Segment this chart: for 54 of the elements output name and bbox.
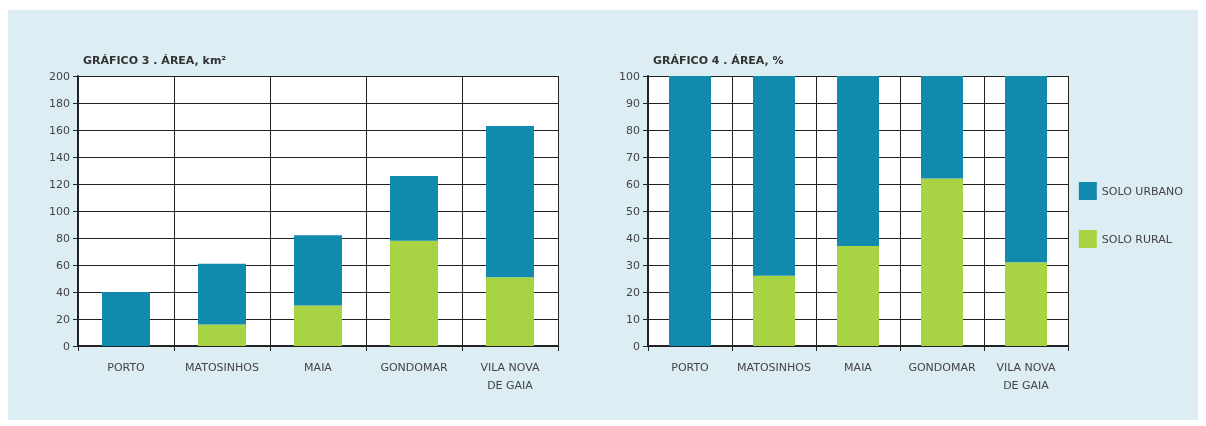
y-tick-label: 160 [49, 123, 70, 137]
bar [102, 292, 150, 346]
y-tick-label: 40 [56, 285, 70, 299]
bar [921, 178, 963, 346]
bar [1005, 262, 1047, 346]
y-tick-label: 70 [626, 150, 640, 164]
y-tick-label: 40 [626, 231, 640, 245]
y-tick-label: 100 [619, 69, 640, 83]
y-tick-label: 120 [49, 177, 70, 191]
chart-title: GRÁFICO 4 . ÁREA, % [653, 54, 784, 67]
y-tick-label: 50 [626, 204, 640, 218]
y-tick-label: 200 [49, 69, 70, 83]
legend-label: SOLO RURAL [1101, 232, 1173, 246]
y-tick-label: 10 [626, 312, 640, 326]
x-tick-label: PORTO [107, 360, 146, 374]
x-tick-label: MATOSINHOS [737, 360, 811, 374]
y-tick-label: 0 [63, 339, 70, 353]
bar [753, 76, 795, 276]
bar [921, 76, 963, 179]
bar [1005, 76, 1047, 263]
bar [753, 275, 795, 346]
y-tick-label: 20 [626, 285, 640, 299]
bar [198, 263, 246, 325]
bar [294, 305, 342, 346]
y-tick-label: 90 [626, 96, 640, 110]
y-tick-label: 80 [56, 231, 70, 245]
y-tick-label: 30 [626, 258, 640, 272]
bar [390, 240, 438, 346]
y-tick-label: 180 [49, 96, 70, 110]
x-tick-label: MAIA [844, 360, 873, 374]
x-tick-label: VILA NOVA DE GAIA [996, 360, 1057, 392]
chart-title: GRÁFICO 3 . ÁREA, km² [83, 54, 227, 67]
bar [669, 76, 711, 346]
x-tick-label: VILA NOVA DE GAIA [480, 360, 541, 392]
legend-label: SOLO URBANO [1101, 184, 1184, 198]
y-tick-label: 100 [49, 204, 70, 218]
bar [294, 235, 342, 306]
x-tick-label: GONDOMAR [908, 360, 976, 374]
bar [486, 125, 534, 278]
x-tick-label: MATOSINHOS [185, 360, 259, 374]
y-tick-label: 20 [56, 312, 70, 326]
bar [390, 175, 438, 241]
y-tick-label: 80 [626, 123, 640, 137]
bar [837, 76, 879, 247]
y-tick-label: 140 [49, 150, 70, 164]
x-tick-label: PORTO [671, 360, 710, 374]
y-tick-label: 0 [633, 339, 640, 353]
y-tick-label: 60 [626, 177, 640, 191]
y-tick-label: 60 [56, 258, 70, 272]
bar [486, 277, 534, 346]
x-tick-label: MAIA [304, 360, 333, 374]
bar [198, 324, 246, 346]
x-tick-label: GONDOMAR [380, 360, 448, 374]
bar [837, 246, 879, 346]
